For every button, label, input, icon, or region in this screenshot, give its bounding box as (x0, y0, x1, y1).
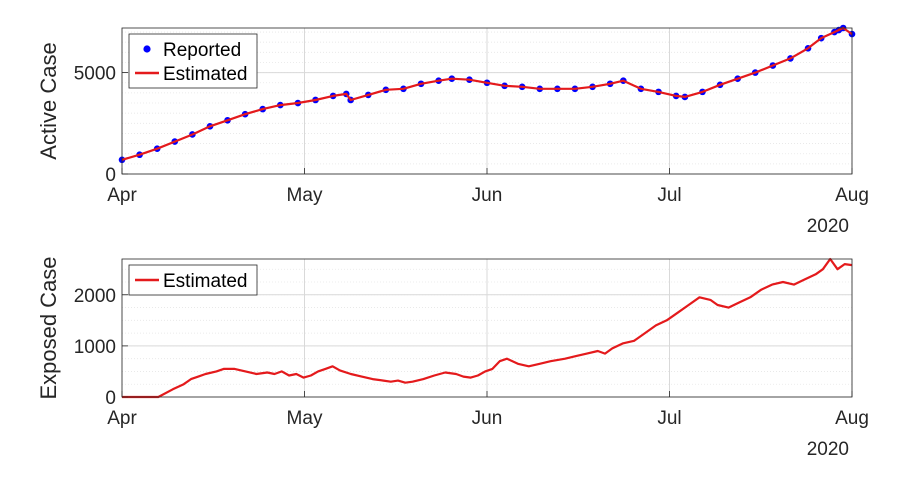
y-tick-label: 0 (105, 388, 116, 409)
legend-label: Estimated (163, 64, 247, 85)
x-tick-label: Apr (107, 185, 137, 206)
x-tick-label: Apr (107, 408, 137, 429)
legend-marker-swatch (143, 45, 151, 53)
y-axis-label: Exposed Case (36, 256, 61, 399)
x-year-label: 2020 (807, 439, 849, 460)
legend-box (128, 33, 258, 89)
y-tick-label: 1000 (74, 337, 116, 358)
series-line-estimated (122, 257, 853, 399)
y-tick-label: 5000 (74, 64, 116, 85)
legend-label: Estimated (163, 271, 247, 292)
x-tick-label: May (287, 185, 323, 206)
x-tick-label: Aug (835, 185, 869, 206)
x-tick-label: Jun (472, 185, 503, 206)
y-tick-label: 0 (105, 165, 116, 186)
exposed-case-panel: Apr May Jun Jul Aug 2020 0 1000 2000 Exposed Case… (36, 256, 869, 460)
x-year-label: 2020 (807, 216, 849, 237)
x-tick-label: Jul (657, 408, 681, 429)
y-tick-label: 2000 (74, 286, 116, 307)
y-axis-label: Active Case (36, 42, 61, 159)
x-tick-label: Jul (657, 185, 681, 206)
x-tick-label: Aug (835, 408, 869, 429)
active-case-panel: Apr May Jun Jul Aug 2020 0 5000 Active Case Repor… (36, 24, 869, 237)
x-tick-label: May (287, 408, 323, 429)
legend-label: Reported (163, 40, 241, 61)
series-line-estimated (121, 26, 853, 161)
x-tick-label: Jun (472, 408, 503, 429)
